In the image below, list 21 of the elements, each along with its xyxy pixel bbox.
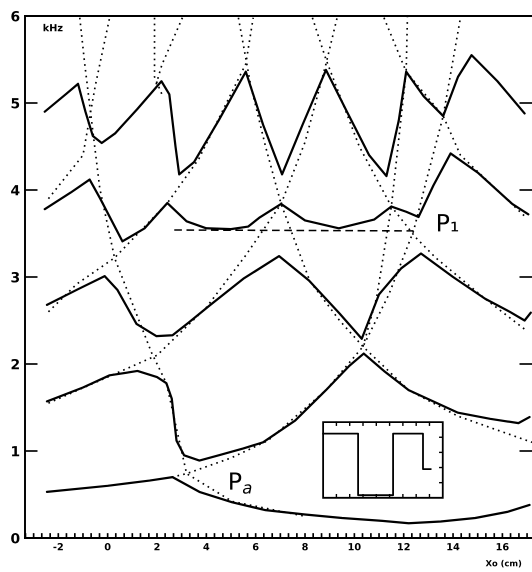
x-tick-label: 16 [496, 543, 509, 550]
y-tick-label: 2 [12, 358, 19, 370]
x-tick-label: 12 [398, 543, 410, 550]
x-tick-label: 8 [302, 543, 308, 550]
x-axis-title: Xo (cm) [486, 560, 522, 568]
y-axis-title: kHz [44, 24, 63, 32]
x-tick-label: 4 [203, 543, 210, 550]
y-tick-label: 6 [11, 10, 20, 22]
y-tick-label: 3 [11, 272, 20, 282]
x-tick-label: -2 [53, 543, 63, 550]
y-tick-label: 5 [12, 98, 20, 108]
x-tick-label: 0 [104, 543, 111, 550]
y-tick-label: 0 [11, 532, 20, 544]
x-tick-label: 14 [447, 543, 460, 550]
x-tick-label: 2 [154, 543, 160, 550]
annotation: P$_{a}$ [230, 472, 252, 494]
annotation: P₁ [438, 214, 458, 232]
y-tick-label: 1 [12, 446, 20, 456]
x-tick-label: 10 [348, 543, 361, 550]
x-tick-label: 6 [252, 543, 259, 550]
y-tick-label: 4 [11, 185, 20, 196]
